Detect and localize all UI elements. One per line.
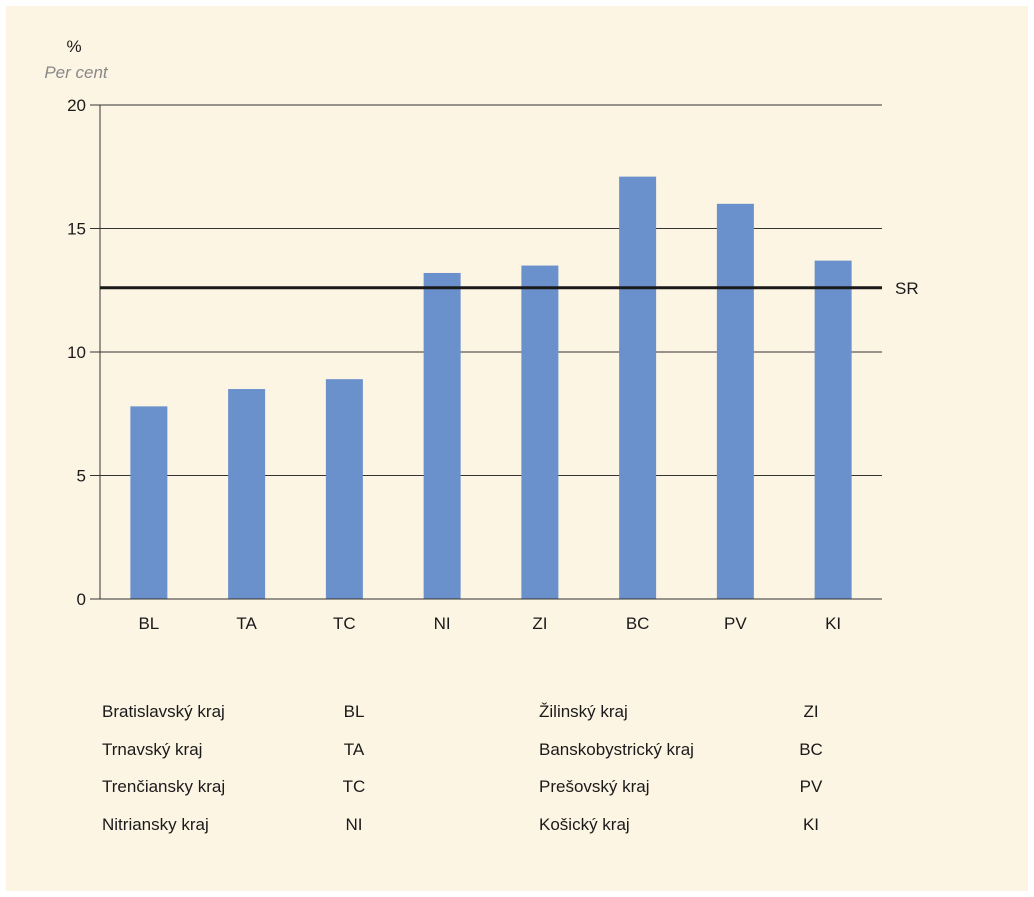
x-tick-label: ZI (532, 614, 547, 633)
legend-region-code: ZI (803, 702, 819, 721)
legend-region-code: KI (802, 814, 820, 834)
y-tick-label: 10 (67, 343, 86, 362)
x-tick-label: BL (138, 614, 159, 633)
legend-region-code: BC (799, 739, 823, 759)
legend-region-name: Trenčiansky kraj (102, 777, 226, 796)
x-tick-label: BC (626, 614, 650, 633)
bars (130, 176, 852, 600)
x-tick-label: TA (236, 614, 257, 633)
x-tick-label: KI (825, 614, 841, 633)
x-tick-label: PV (724, 614, 747, 633)
y-tick-label: 0 (77, 590, 86, 609)
bar (228, 389, 266, 599)
legend-region-code: PV (799, 777, 823, 796)
grid-lines (100, 104, 882, 476)
bar (619, 176, 657, 599)
y-unit-sublabel: Per cent (44, 63, 109, 82)
reference-line-label: SR (895, 279, 919, 298)
y-tick-label: 5 (77, 467, 86, 486)
legend-region-code: BL (343, 702, 365, 721)
chart-panel (6, 6, 1028, 891)
bar (130, 406, 168, 599)
x-tick-label: TC (333, 614, 356, 633)
legend-region-code: NI (345, 814, 363, 834)
y-tick-label: 20 (67, 96, 86, 115)
axes: 0 5 10 15 20 BL TA TC NI ZI BC PV KI (67, 96, 882, 633)
bar (716, 203, 754, 600)
bar-chart: % Per cent 0 5 10 15 20 BL TA TC NI ZI BC PV KI SR (44, 37, 919, 633)
legend-region-name: Bratislavský kraj (102, 702, 225, 721)
bar (325, 379, 363, 599)
legend-region-name: Nitriansky kraj (102, 814, 209, 834)
legend-region-code: TA (343, 739, 365, 759)
y-unit-label: % (66, 37, 81, 56)
legend-region-name: Košický kraj (539, 814, 630, 834)
bar (814, 260, 852, 599)
legend-region-name: Banskobystrický kraj (539, 739, 694, 759)
x-tick-label: NI (434, 614, 451, 633)
legend-region-code: TC (342, 777, 366, 796)
reference-line-group: SR (100, 279, 919, 298)
legend-region-name: Žilinský kraj (539, 702, 628, 721)
legend-region-name: Trnavský kraj (102, 739, 203, 759)
legend-region-name: Prešovský kraj (539, 777, 650, 796)
bar (521, 265, 559, 599)
bar (423, 272, 461, 599)
y-tick-label: 15 (67, 220, 86, 239)
